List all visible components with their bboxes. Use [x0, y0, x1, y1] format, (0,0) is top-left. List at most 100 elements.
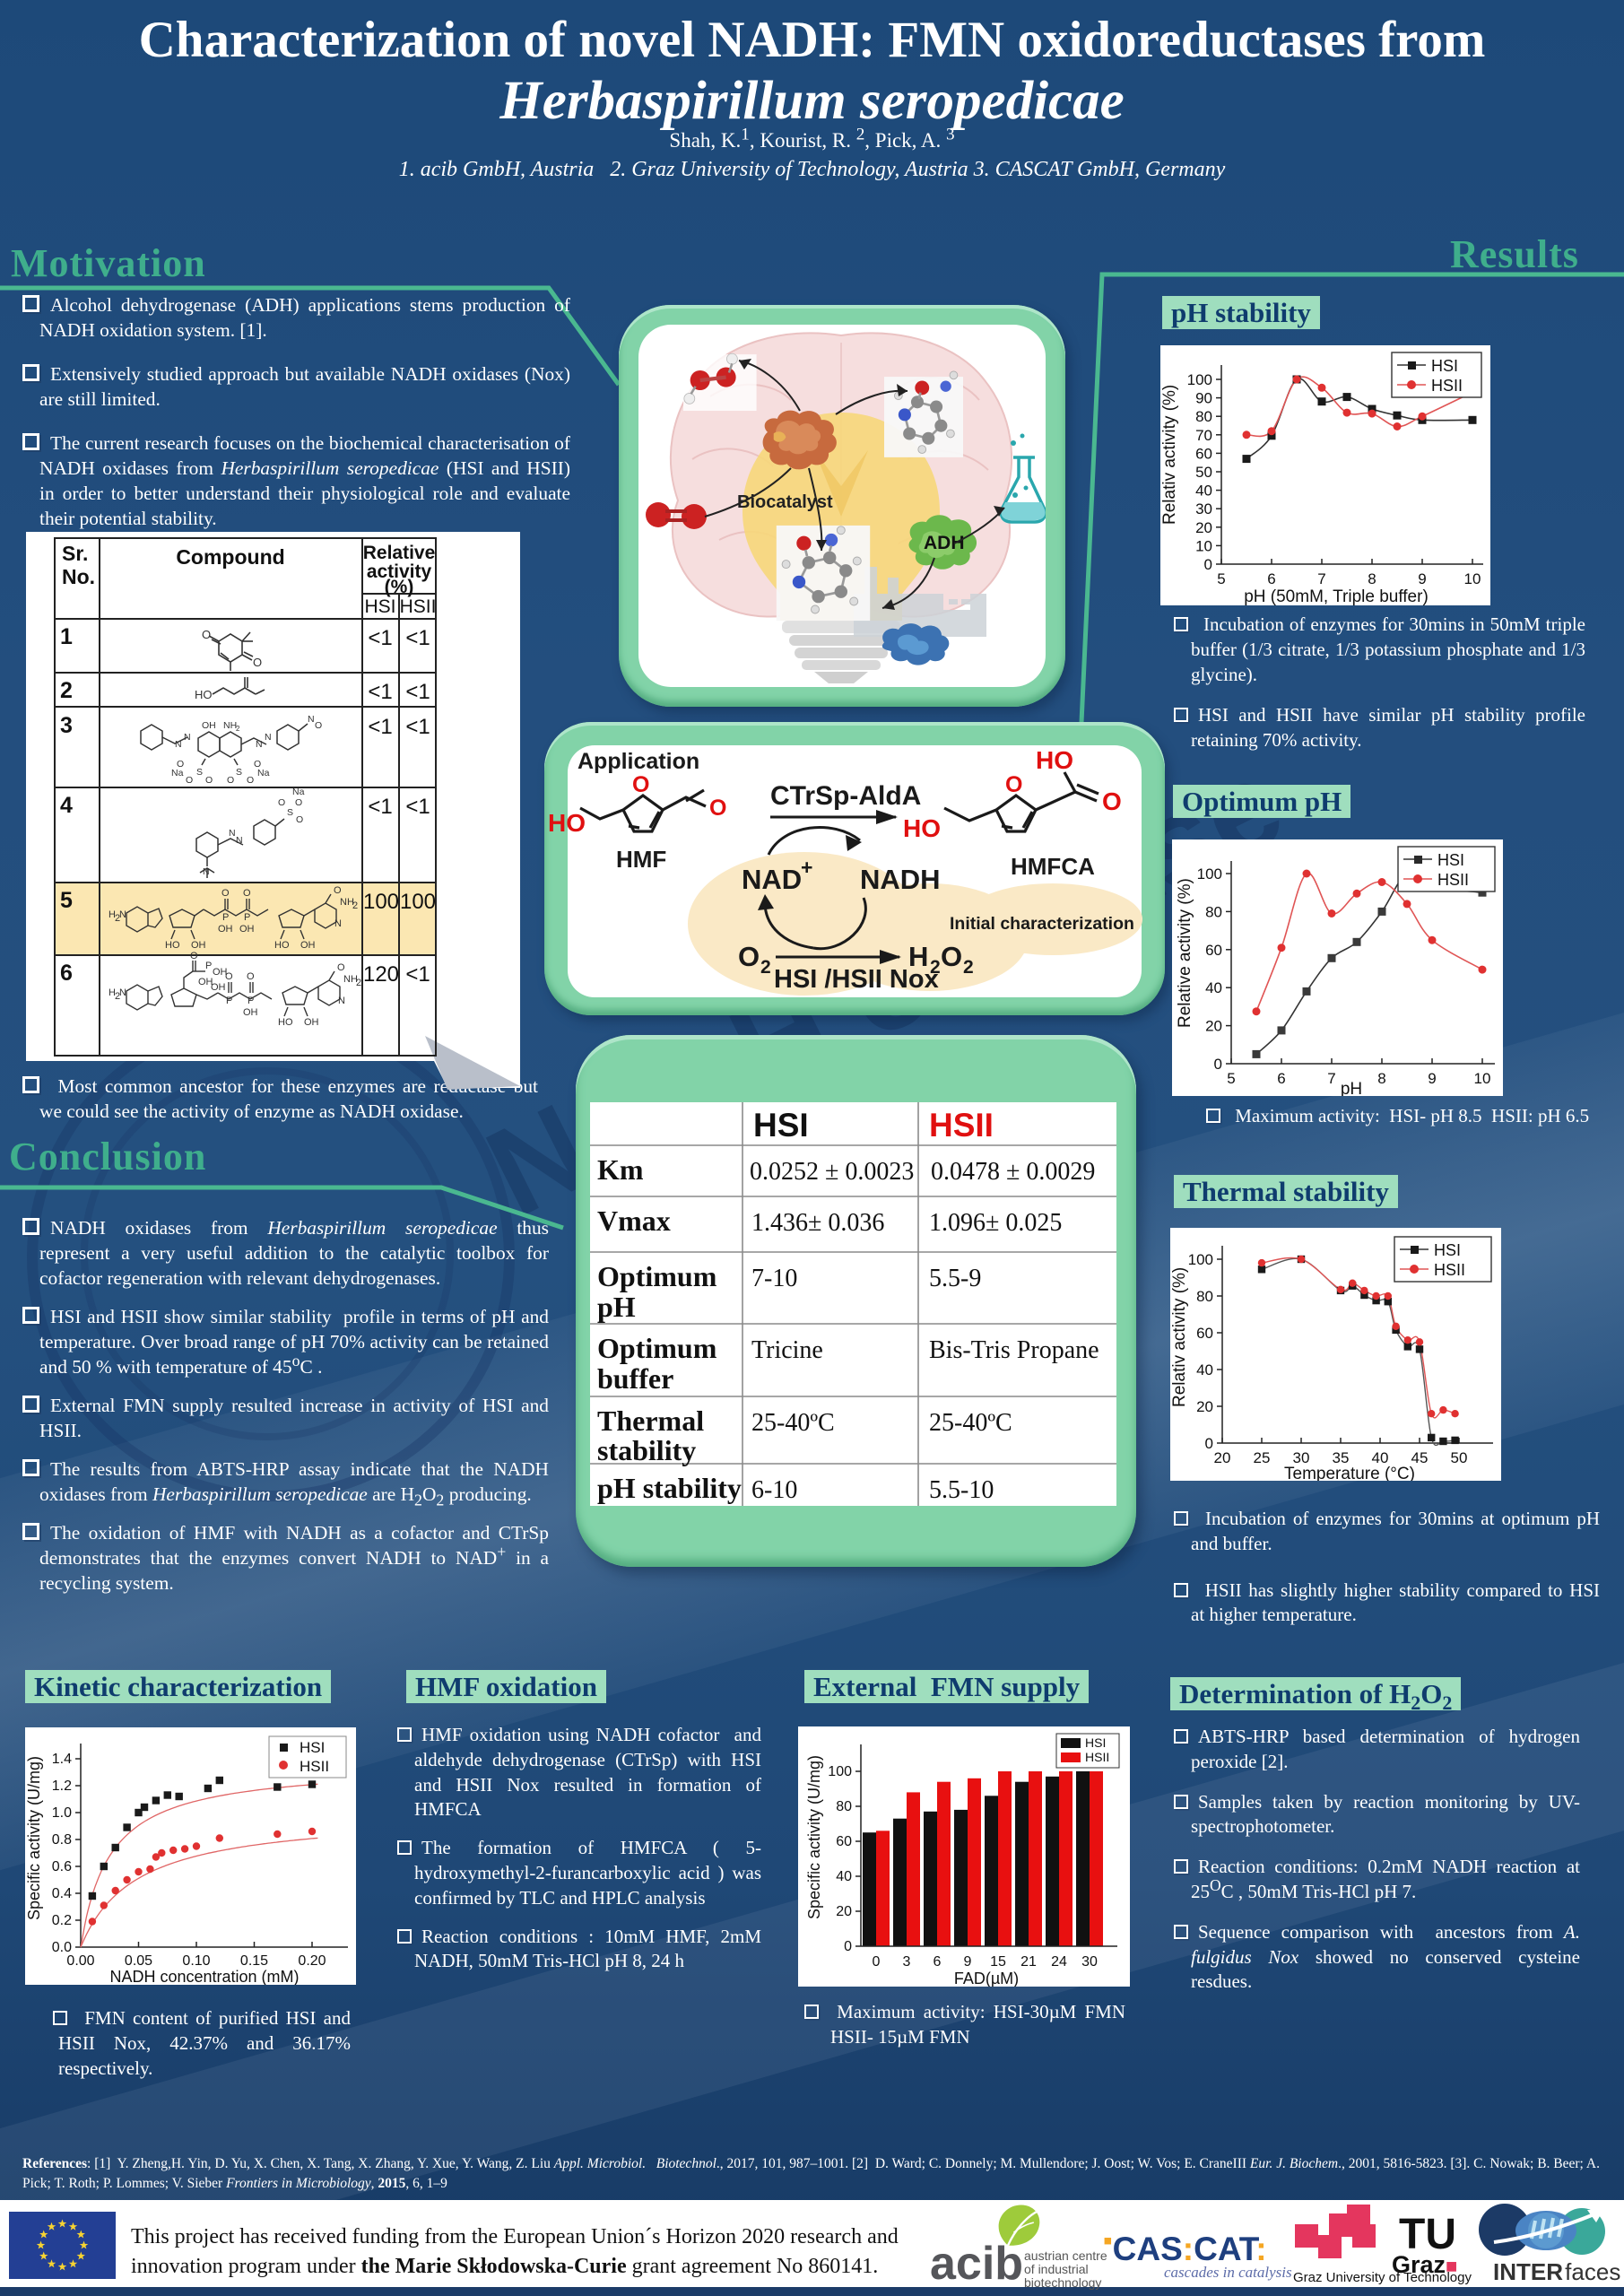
svg-text:2: 2 [352, 900, 358, 911]
svg-text:<1: <1 [405, 715, 430, 739]
svg-text:Relativ activity (%): Relativ activity (%) [1160, 385, 1179, 525]
svg-text:O: O [941, 941, 962, 972]
svg-text:S: S [196, 767, 203, 778]
svg-text:HO: HO [278, 1017, 293, 1028]
svg-text:O: O [177, 759, 184, 770]
svg-text:OH: OH [300, 940, 316, 951]
svg-text:3: 3 [60, 713, 73, 738]
svg-text:2: 2 [236, 725, 240, 733]
svg-text:O: O [296, 814, 303, 825]
svg-text:N: N [203, 866, 210, 877]
svg-text:Application: Application [578, 749, 699, 774]
svg-text:4: 4 [60, 793, 73, 818]
svg-text:21: 21 [1020, 1954, 1037, 1970]
svg-text:Km: Km [597, 1153, 644, 1186]
svg-text:Compound: Compound [176, 545, 284, 569]
svg-text:0.15: 0.15 [240, 1953, 268, 1969]
svg-text:HSI: HSI [1434, 1241, 1461, 1259]
svg-text:HSII: HSII [300, 1758, 329, 1775]
svg-text:40: 40 [1372, 1449, 1389, 1466]
svg-text:5: 5 [60, 888, 73, 913]
svg-text:Thermal: Thermal [597, 1405, 704, 1437]
svg-text:6: 6 [1267, 570, 1275, 587]
svg-text:5.5-9: 5.5-9 [929, 1265, 981, 1292]
svg-text:<1: <1 [405, 626, 430, 650]
svg-text:+: + [801, 856, 812, 879]
svg-text:1.436± 0.036: 1.436± 0.036 [751, 1209, 884, 1237]
svg-text:24: 24 [1051, 1954, 1067, 1970]
svg-text:O: O [1102, 787, 1122, 815]
svg-text:10: 10 [1464, 570, 1481, 587]
svg-text:OH: OH [191, 940, 206, 951]
svg-text:0.10: 0.10 [182, 1953, 210, 1969]
svg-text:HSI: HSI [1437, 851, 1464, 869]
svg-text:O: O [278, 797, 285, 808]
svg-text:40: 40 [1205, 979, 1222, 996]
svg-text:7: 7 [1317, 570, 1325, 587]
svg-text:O: O [243, 888, 251, 899]
svg-text:OH: OH [213, 967, 228, 978]
svg-text:50: 50 [1195, 464, 1212, 481]
svg-text:8: 8 [1368, 570, 1376, 587]
svg-text:HO: HO [1036, 746, 1073, 774]
svg-text:25-40ºC: 25-40ºC [929, 1409, 1012, 1437]
svg-text:buffer: buffer [597, 1362, 673, 1395]
svg-text:0: 0 [1205, 1435, 1213, 1452]
svg-text:pH stability: pH stability [597, 1472, 742, 1504]
svg-text:HMF: HMF [616, 846, 666, 873]
svg-text:2: 2 [356, 978, 361, 988]
svg-text:HO: HO [195, 688, 213, 701]
svg-text:9: 9 [1418, 570, 1426, 587]
svg-text:NADH concentration (mM): NADH concentration (mM) [109, 1968, 299, 1985]
svg-text:80: 80 [836, 1799, 852, 1814]
svg-text:5.5-10: 5.5-10 [929, 1476, 994, 1504]
svg-text:100: 100 [1188, 1251, 1213, 1268]
svg-text:OH: OH [243, 1007, 258, 1018]
svg-text:HSII: HSII [1434, 1261, 1465, 1279]
svg-text:<1: <1 [405, 795, 430, 819]
svg-text:70: 70 [1195, 427, 1212, 444]
svg-text:HSI /HSII Nox: HSI /HSII Nox [774, 965, 939, 994]
svg-text:25: 25 [1254, 1449, 1271, 1466]
svg-text:20: 20 [1196, 1398, 1213, 1415]
svg-text:N: N [184, 732, 191, 743]
svg-text:15: 15 [990, 1954, 1006, 1970]
svg-text:O: O [202, 628, 211, 641]
svg-text:HO: HO [548, 809, 586, 837]
svg-text:40: 40 [1195, 483, 1212, 500]
svg-text:Optimum: Optimum [597, 1332, 717, 1364]
svg-text:45: 45 [1411, 1449, 1429, 1466]
svg-text:Relative activity (%): Relative activity (%) [1176, 878, 1194, 1028]
svg-text:60: 60 [1196, 1325, 1213, 1342]
svg-text:100: 100 [828, 1764, 852, 1779]
svg-text:O: O [253, 656, 262, 669]
svg-text:10: 10 [1195, 537, 1212, 554]
svg-text:O: O [247, 775, 254, 786]
svg-text:35: 35 [1333, 1449, 1350, 1466]
svg-text:OH: OH [239, 924, 255, 935]
svg-text:7-10: 7-10 [751, 1265, 797, 1292]
svg-text:O: O [247, 971, 255, 982]
svg-text:Bis-Tris Propane: Bis-Tris Propane [929, 1336, 1099, 1364]
svg-text:100: 100 [1197, 865, 1222, 883]
svg-text:O: O [254, 759, 261, 770]
svg-text:120: 120 [363, 962, 399, 987]
svg-text:pH: pH [1341, 1080, 1362, 1096]
svg-text:HO: HO [903, 814, 941, 842]
svg-text:Specific activity (U/mg): Specific activity (U/mg) [25, 1756, 43, 1920]
svg-text:<1: <1 [368, 795, 392, 819]
svg-text:HSI: HSI [1431, 357, 1458, 375]
svg-text:ADH: ADH [924, 533, 965, 553]
svg-text:N: N [338, 996, 345, 1006]
svg-text:NH: NH [340, 897, 354, 908]
svg-text:Initial characterization: Initial characterization [950, 914, 1134, 934]
svg-text:0.0: 0.0 [52, 1940, 72, 1955]
svg-text:HSI: HSI [364, 596, 395, 617]
svg-text:40: 40 [836, 1869, 852, 1884]
svg-text:N: N [308, 714, 315, 725]
svg-text:P: P [222, 912, 229, 923]
svg-text:Temperature (°C): Temperature (°C) [1284, 1465, 1415, 1481]
svg-text:1.2: 1.2 [52, 1779, 72, 1794]
svg-text:60: 60 [1195, 445, 1212, 462]
svg-text:HO: HO [274, 940, 290, 951]
